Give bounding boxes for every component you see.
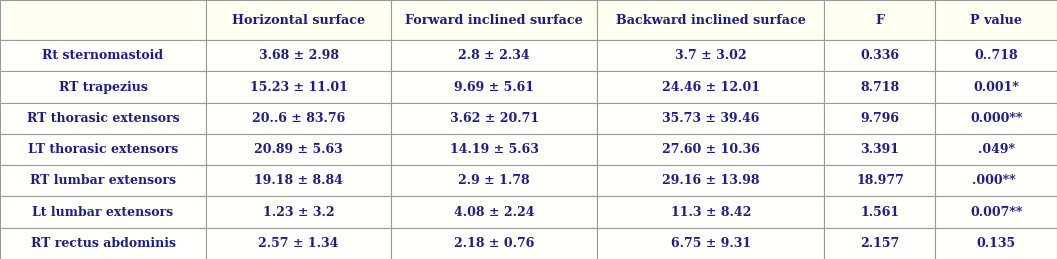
Bar (206, 71, 391, 103)
Text: 20..6 ± 83.76: 20..6 ± 83.76 (252, 112, 346, 125)
Text: RT thorasic extensors: RT thorasic extensors (26, 112, 180, 125)
Text: P value: P value (970, 13, 1022, 27)
Text: 6.75 ± 9.31: 6.75 ± 9.31 (671, 237, 750, 250)
Text: Backward inclined surface: Backward inclined surface (616, 13, 805, 27)
Text: Horizontal surface: Horizontal surface (233, 13, 365, 27)
Bar (597, 134, 824, 165)
Text: F: F (875, 13, 885, 27)
Bar (391, 197, 597, 228)
Bar (391, 0, 597, 40)
Text: 0..718: 0..718 (975, 49, 1018, 62)
Bar (824, 0, 935, 40)
Text: LT thorasic extensors: LT thorasic extensors (27, 143, 179, 156)
Bar (206, 40, 391, 71)
Bar (824, 228, 935, 259)
Bar (935, 165, 1057, 197)
Text: 2.18 ± 0.76: 2.18 ± 0.76 (453, 237, 535, 250)
Text: 9.69 ± 5.61: 9.69 ± 5.61 (455, 81, 534, 93)
Text: 2.8 ± 2.34: 2.8 ± 2.34 (459, 49, 530, 62)
Text: 3.7 ± 3.02: 3.7 ± 3.02 (675, 49, 746, 62)
Bar (824, 165, 935, 197)
Text: 2.157: 2.157 (860, 237, 900, 250)
Bar (935, 228, 1057, 259)
Bar (391, 134, 597, 165)
Text: 0.007**: 0.007** (970, 206, 1022, 219)
Text: 20.89 ± 5.63: 20.89 ± 5.63 (255, 143, 342, 156)
Bar (597, 40, 824, 71)
Bar (206, 165, 391, 197)
Text: 3.391: 3.391 (860, 143, 900, 156)
Bar (597, 103, 824, 134)
Bar (824, 197, 935, 228)
Bar (824, 40, 935, 71)
Text: .049*: .049* (978, 143, 1015, 156)
Bar (824, 103, 935, 134)
Text: 29.16 ± 13.98: 29.16 ± 13.98 (662, 174, 760, 187)
Text: 1.23 ± 3.2: 1.23 ± 3.2 (263, 206, 334, 219)
Text: 8.718: 8.718 (860, 81, 900, 93)
Bar (0, 197, 206, 228)
Text: Forward inclined surface: Forward inclined surface (405, 13, 583, 27)
Bar (935, 40, 1057, 71)
Text: 24.46 ± 12.01: 24.46 ± 12.01 (662, 81, 760, 93)
Text: 19.18 ± 8.84: 19.18 ± 8.84 (254, 174, 344, 187)
Bar (206, 134, 391, 165)
Bar (0, 40, 206, 71)
Bar (597, 0, 824, 40)
Bar (206, 0, 391, 40)
Bar (935, 103, 1057, 134)
Text: 27.60 ± 10.36: 27.60 ± 10.36 (662, 143, 760, 156)
Bar (824, 71, 935, 103)
Text: 1.561: 1.561 (860, 206, 900, 219)
Bar (935, 71, 1057, 103)
Text: 18.977: 18.977 (856, 174, 904, 187)
Text: 14.19 ± 5.63: 14.19 ± 5.63 (449, 143, 539, 156)
Bar (391, 103, 597, 134)
Bar (391, 228, 597, 259)
Bar (0, 0, 206, 40)
Text: 35.73 ± 39.46: 35.73 ± 39.46 (662, 112, 760, 125)
Text: 11.3 ± 8.42: 11.3 ± 8.42 (670, 206, 752, 219)
Bar (0, 134, 206, 165)
Text: 0.000**: 0.000** (970, 112, 1022, 125)
Text: 0.336: 0.336 (860, 49, 900, 62)
Bar (597, 165, 824, 197)
Text: RT trapezius: RT trapezius (58, 81, 148, 93)
Bar (391, 40, 597, 71)
Text: RT rectus abdominis: RT rectus abdominis (31, 237, 175, 250)
Text: 2.9 ± 1.78: 2.9 ± 1.78 (459, 174, 530, 187)
Text: Lt lumbar extensors: Lt lumbar extensors (33, 206, 173, 219)
Text: 9.796: 9.796 (860, 112, 900, 125)
Bar (0, 165, 206, 197)
Bar (0, 228, 206, 259)
Bar (597, 197, 824, 228)
Bar (206, 197, 391, 228)
Bar (935, 0, 1057, 40)
Bar (391, 71, 597, 103)
Text: 3.62 ± 20.71: 3.62 ± 20.71 (449, 112, 539, 125)
Text: Rt sternomastoid: Rt sternomastoid (42, 49, 164, 62)
Bar (391, 165, 597, 197)
Bar (597, 71, 824, 103)
Bar (824, 134, 935, 165)
Bar (935, 134, 1057, 165)
Text: .000**: .000** (972, 174, 1020, 187)
Bar (0, 103, 206, 134)
Bar (0, 71, 206, 103)
Text: 2.57 ± 1.34: 2.57 ± 1.34 (258, 237, 339, 250)
Text: 3.68 ± 2.98: 3.68 ± 2.98 (259, 49, 338, 62)
Text: 15.23 ± 11.01: 15.23 ± 11.01 (249, 81, 348, 93)
Bar (935, 197, 1057, 228)
Text: 4.08 ± 2.24: 4.08 ± 2.24 (453, 206, 535, 219)
Text: RT lumbar extensors: RT lumbar extensors (30, 174, 177, 187)
Text: 0.001*: 0.001* (973, 81, 1019, 93)
Text: 0.135: 0.135 (977, 237, 1016, 250)
Bar (206, 103, 391, 134)
Bar (206, 228, 391, 259)
Bar (597, 228, 824, 259)
